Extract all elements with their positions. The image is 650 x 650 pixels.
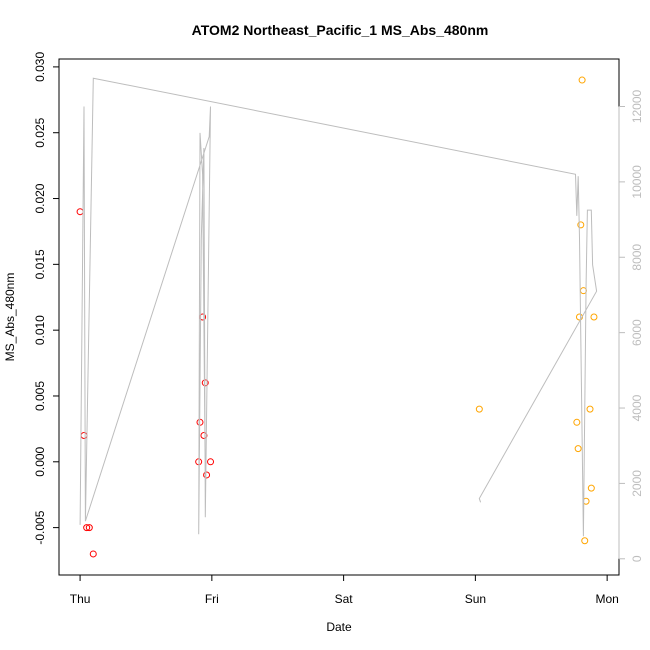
y-tick-label-3: 0.010 xyxy=(33,315,47,345)
series-1-point-0 xyxy=(475,405,483,413)
series-0-point-10 xyxy=(203,471,211,479)
y2-tick-label-0: 0 xyxy=(630,555,644,562)
series-1-point-10 xyxy=(587,484,595,492)
x-tick-label-1: Fri xyxy=(205,592,219,606)
series-1-point-4 xyxy=(577,221,585,229)
y2-tick-label-1: 2000 xyxy=(630,470,644,497)
y2-tick-label-2: 4000 xyxy=(630,394,644,421)
series-3-line xyxy=(84,106,211,535)
series-1-point-5 xyxy=(578,76,586,84)
y2-tick-label-4: 8000 xyxy=(630,244,644,271)
x-axis: Thu Fri Sat Sun Mon xyxy=(70,574,619,606)
series-0-point-2 xyxy=(83,524,91,532)
x-tick-label-3: Sun xyxy=(465,592,486,606)
y2-tick-label-5: 10000 xyxy=(630,165,644,199)
y2-tick-label-3: 6000 xyxy=(630,319,644,346)
series-1-point-1 xyxy=(573,418,581,426)
y-tick-label-6: 0.025 xyxy=(33,117,47,147)
x-tick-label-0: Thu xyxy=(70,592,91,606)
series-0-point-0 xyxy=(76,208,84,216)
x-tick-label-2: Sat xyxy=(335,592,354,606)
y-tick-label-7: 0.030 xyxy=(33,52,47,82)
series-1-point-2 xyxy=(574,445,582,453)
series-1-point-7 xyxy=(581,537,589,545)
y-axis: -0.005 0.000 0.005 0.010 0.015 0.020 0.025 0.03… xyxy=(33,52,60,545)
y-tick-label-4: 0.015 xyxy=(33,249,47,279)
x-tick-label-4: Mon xyxy=(595,592,618,606)
y-tick-label-2: 0.005 xyxy=(33,381,47,411)
plot-frame xyxy=(58,58,620,576)
series-1-point-9 xyxy=(586,405,594,413)
series-2-line xyxy=(79,77,598,537)
y2-tick-label-6: 12000 xyxy=(630,89,644,123)
series-0-point-11 xyxy=(207,458,215,466)
chart-title: ATOM2 Northeast_Pacific_1 MS_Abs_480nm xyxy=(192,22,489,38)
y2-axis: 0 2000 4000 6000 8000 10000 12000 xyxy=(618,89,644,562)
series-0-point-3 xyxy=(85,524,93,532)
series-0-point-1 xyxy=(80,431,88,439)
series-1-point-11 xyxy=(590,313,598,321)
plot-area xyxy=(76,76,598,558)
y-tick-label-1: 0.000 xyxy=(33,446,47,476)
series-0-point-8 xyxy=(200,431,208,439)
y-axis-label: MS_Abs_480nm xyxy=(3,273,17,362)
series-0-point-4 xyxy=(89,550,97,558)
x-axis-label: Date xyxy=(326,620,352,634)
y-tick-label-5: 0.020 xyxy=(33,183,47,213)
y-tick-label-0: -0.005 xyxy=(33,510,47,544)
